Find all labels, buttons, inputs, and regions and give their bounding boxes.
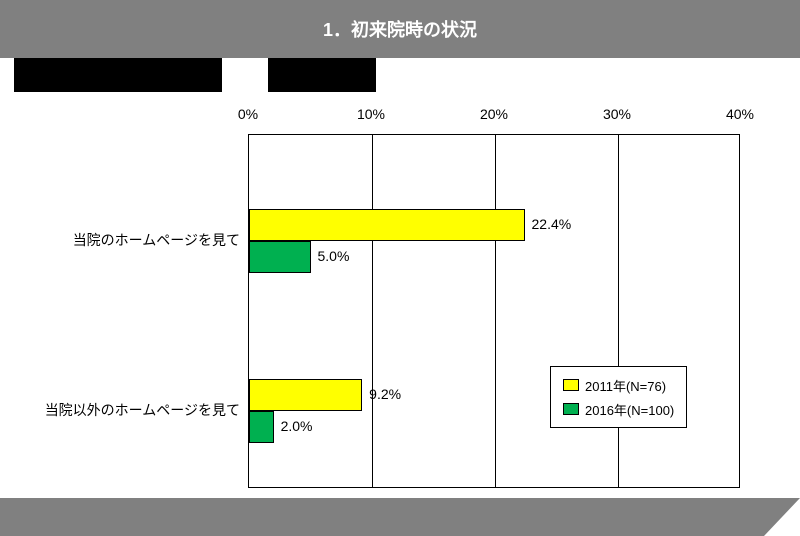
value-label: 5.0% — [318, 248, 350, 264]
category-label: 当院のホームページを見て — [10, 230, 240, 250]
x-tick-label: 10% — [357, 106, 385, 122]
gridline — [495, 135, 496, 487]
legend: 2011年(N=76) 2016年(N=100) — [550, 366, 687, 428]
x-tick-label: 0% — [238, 106, 258, 122]
legend-swatch — [563, 379, 579, 391]
gridline — [372, 135, 373, 487]
value-label: 9.2% — [369, 386, 401, 402]
page-title: 1．初来院時の状況 — [323, 16, 477, 42]
value-label: 2.0% — [281, 418, 313, 434]
legend-item: 2016年(N=100) — [563, 397, 674, 421]
footer-band — [0, 498, 800, 536]
category-label: 当院以外のホームページを見て — [10, 400, 240, 420]
bar — [249, 411, 274, 443]
legend-swatch — [563, 403, 579, 415]
x-tick-label: 30% — [603, 106, 631, 122]
plot-area — [248, 134, 740, 488]
legend-label: 2016年(N=100) — [585, 400, 674, 419]
header-band: 1．初来院時の状況 — [0, 0, 800, 58]
redacted-block-2 — [268, 58, 376, 92]
bar — [249, 209, 525, 241]
bar — [249, 379, 362, 411]
x-tick-label: 20% — [480, 106, 508, 122]
footer-slash — [764, 498, 800, 536]
legend-label: 2011年(N=76) — [585, 376, 666, 395]
value-label: 22.4% — [532, 216, 572, 232]
redacted-block-1 — [14, 58, 222, 92]
bar — [249, 241, 311, 273]
x-tick-label: 40% — [726, 106, 754, 122]
bar-chart: 0% 10% 20% 30% 40% 当院のホームページを見て 22.4% 5.0% 当院以外の… — [0, 96, 800, 498]
gridline — [618, 135, 619, 487]
legend-item: 2011年(N=76) — [563, 373, 674, 397]
